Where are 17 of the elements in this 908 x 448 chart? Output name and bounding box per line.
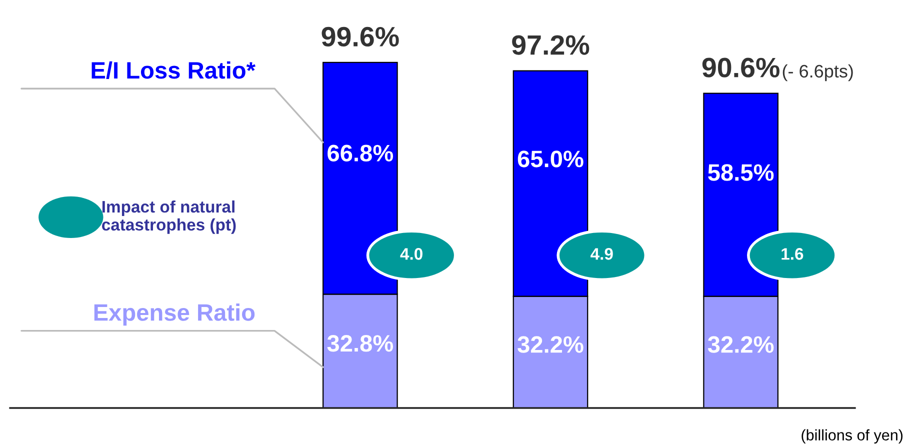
data-label: 32.8% xyxy=(327,335,394,352)
text: Expense Ratio xyxy=(94,304,255,326)
total-label: 99.6% xyxy=(322,26,399,47)
annotation: 4.0 xyxy=(400,248,422,260)
data-label: 58.5% xyxy=(708,164,774,181)
text: (billions of yen) xyxy=(802,429,903,444)
text: Impact of natural catastrophes (pt) xyxy=(102,200,236,234)
annotation: 1.6 xyxy=(782,248,804,260)
total-label: 90.6% xyxy=(702,58,780,78)
annotation: (- 6.6pts) xyxy=(782,64,853,82)
data-label: 66.8% xyxy=(328,144,394,162)
annotation: 4.9 xyxy=(590,248,613,260)
total-label: 97.2% xyxy=(512,35,590,55)
text: E/I Loss Ratio* xyxy=(92,61,256,79)
data-label: 65.0% xyxy=(518,150,584,168)
data-label: 32.2% xyxy=(708,336,774,353)
data-label: 32.2% xyxy=(518,336,584,353)
